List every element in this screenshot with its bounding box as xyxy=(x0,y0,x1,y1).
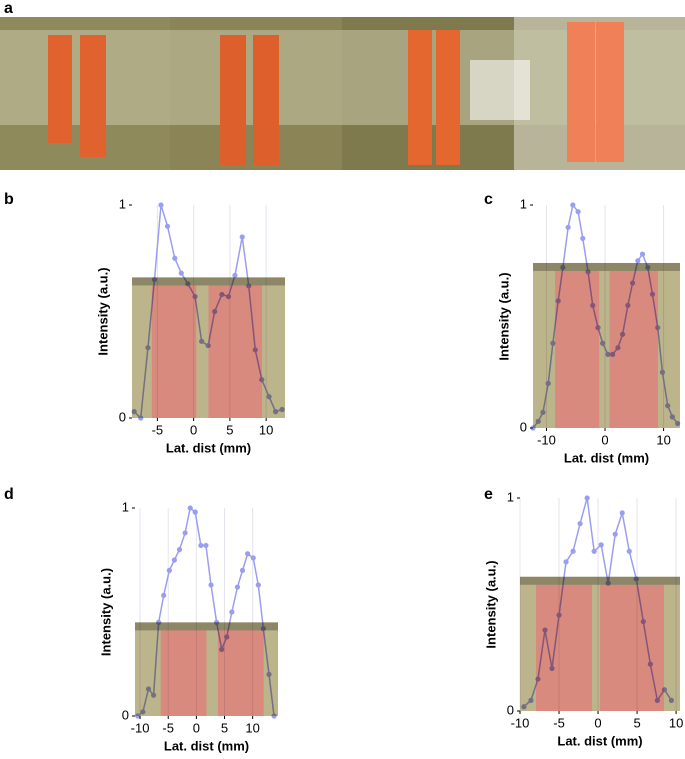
photo-strip xyxy=(160,628,207,716)
y-tick-label: 1 xyxy=(122,499,129,514)
x-tick-label: 0 xyxy=(601,432,608,447)
data-point xyxy=(198,542,204,549)
x-axis-label: Lat. dist (mm) xyxy=(164,738,249,753)
x-tick-label: 0 xyxy=(594,715,601,730)
data-point xyxy=(255,582,261,588)
panel-label: e xyxy=(484,486,493,503)
photo-strip xyxy=(609,268,658,428)
data-point xyxy=(239,567,246,574)
x-tick-label: -5 xyxy=(152,422,164,437)
photo-strip xyxy=(151,283,197,418)
photo-strip xyxy=(208,283,263,418)
data-point xyxy=(565,224,571,230)
x-tick-label: -10 xyxy=(511,715,530,730)
photo-ruler xyxy=(135,622,278,631)
x-tick-label: 5 xyxy=(226,422,233,437)
data-point xyxy=(232,272,238,278)
data-point xyxy=(635,258,641,264)
data-point xyxy=(158,202,164,208)
y-axis-label: Intensity (a.u.) xyxy=(95,267,110,355)
x-axis-label: Lat. dist (mm) xyxy=(166,440,251,455)
panel-label: b xyxy=(4,191,14,208)
panel-label: d xyxy=(4,486,14,503)
data-point xyxy=(598,542,604,548)
photo-overlay xyxy=(520,576,680,711)
data-point xyxy=(203,542,209,549)
data-point xyxy=(172,255,178,261)
y-tick-label: 1 xyxy=(119,196,126,211)
y-tick-label: 0 xyxy=(520,419,527,434)
x-tick-label: 10 xyxy=(656,432,670,447)
x-tick-label: -10 xyxy=(537,432,556,447)
photo-ruler xyxy=(533,262,680,271)
panel-label: a xyxy=(4,0,13,17)
data-point xyxy=(639,251,646,257)
photo-ruler xyxy=(132,277,285,286)
y-tick-label: 0 xyxy=(119,409,126,424)
data-point xyxy=(250,555,256,561)
photo-strip xyxy=(555,268,600,428)
data-point xyxy=(187,505,193,511)
x-tick-label: -5 xyxy=(162,720,174,735)
data-point xyxy=(161,592,167,598)
y-tick-label: 1 xyxy=(507,489,514,504)
x-tick-label: -5 xyxy=(553,715,565,730)
x-tick-label: 5 xyxy=(221,720,228,735)
data-point xyxy=(208,582,214,588)
data-point xyxy=(171,557,178,563)
data-point xyxy=(166,567,172,574)
y-axis-label: Intensity (a.u.) xyxy=(98,568,113,656)
y-tick-label: 1 xyxy=(520,196,527,211)
photo-strip xyxy=(600,582,664,711)
data-point xyxy=(244,551,251,557)
data-point xyxy=(570,548,576,554)
data-point xyxy=(176,547,183,553)
data-point xyxy=(234,584,241,590)
photo-overlay xyxy=(135,622,278,716)
x-tick-label: 0 xyxy=(193,720,200,735)
photo-overlay xyxy=(533,262,680,428)
data-point xyxy=(575,209,581,215)
data-point xyxy=(164,223,171,229)
x-tick-label: 5 xyxy=(633,715,640,730)
data-point xyxy=(591,548,597,554)
x-tick-label: -10 xyxy=(131,720,150,735)
y-axis-label: Intensity (a.u.) xyxy=(496,272,511,360)
photo-overlay xyxy=(132,277,285,418)
photo-strip xyxy=(536,582,592,711)
photo-ruler xyxy=(520,576,680,585)
data-point xyxy=(612,531,618,537)
photo-strip xyxy=(217,628,264,716)
data-point xyxy=(229,609,235,615)
y-axis-label: Intensity (a.u.) xyxy=(483,560,498,648)
x-tick-label: 10 xyxy=(669,715,683,730)
data-point xyxy=(182,530,188,536)
data-point xyxy=(563,559,569,565)
x-tick-label: 10 xyxy=(259,422,273,437)
photo-strip xyxy=(0,17,685,170)
data-point xyxy=(619,510,625,516)
y-tick-label: 0 xyxy=(507,702,514,717)
panel-label: c xyxy=(484,191,493,208)
data-point xyxy=(626,548,632,554)
data-point xyxy=(580,235,586,242)
data-point xyxy=(577,520,583,527)
data-point xyxy=(192,509,198,515)
data-point xyxy=(584,495,590,501)
y-tick-label: 0 xyxy=(122,707,129,722)
x-axis-label: Lat. dist (mm) xyxy=(564,450,649,465)
x-axis-label: Lat. dist (mm) xyxy=(557,733,642,748)
x-tick-label: 10 xyxy=(245,720,259,735)
data-point xyxy=(239,234,245,240)
data-point xyxy=(178,270,184,276)
data-point xyxy=(570,202,576,208)
x-tick-label: 0 xyxy=(190,422,197,437)
